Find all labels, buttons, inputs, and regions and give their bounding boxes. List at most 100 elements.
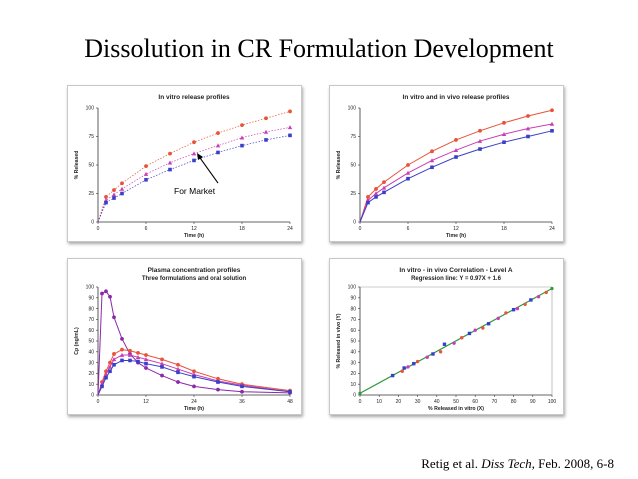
data-point — [120, 191, 124, 196]
data-point — [477, 138, 483, 143]
data-point — [481, 326, 485, 330]
data-point — [264, 116, 268, 121]
data-point — [382, 180, 386, 184]
y-tick-label: 0 — [353, 393, 356, 399]
data-point — [216, 387, 220, 392]
y-tick-label: 70 — [350, 317, 356, 323]
y-tick-label: 60 — [88, 328, 94, 334]
data-point — [144, 353, 148, 357]
data-point — [430, 149, 434, 154]
x-tick-label: 50 — [453, 399, 459, 405]
data-point — [400, 369, 404, 373]
data-point — [431, 352, 435, 356]
y-tick-label: 30 — [88, 360, 94, 366]
data-point — [405, 170, 411, 175]
data-point — [240, 384, 244, 389]
chart-title: In vitro and in vivo release profiles — [403, 94, 510, 101]
y-tick-label: 100 — [86, 285, 95, 291]
data-point — [381, 185, 387, 190]
data-point — [104, 289, 108, 294]
data-point — [429, 158, 435, 163]
citation-journal: Diss Tech, — [481, 456, 535, 471]
data-point — [144, 366, 148, 370]
y-tick-label: 80 — [350, 306, 356, 312]
data-point — [406, 176, 410, 181]
data-point — [502, 120, 506, 125]
x-axis-label: Time (h) — [184, 406, 204, 412]
chart-ivivc-correlation: In vitro - in vivo Correlation - Level A… — [329, 258, 564, 415]
y-tick-label: 40 — [350, 350, 356, 356]
data-point — [288, 109, 292, 114]
data-point — [104, 375, 108, 380]
data-point — [160, 373, 164, 378]
x-tick-label: 40 — [434, 399, 440, 405]
data-point — [100, 291, 104, 296]
data-point — [192, 369, 196, 374]
y-axis-label: % Released in vivo (Y) — [336, 313, 342, 368]
y-tick-label: 50 — [88, 339, 94, 345]
data-point — [192, 374, 196, 379]
slide-title: Dissolution in CR Formulation Developmen… — [84, 34, 554, 63]
annotation-for-market: For Market — [174, 186, 216, 196]
regression-endpoint — [550, 286, 554, 291]
data-point — [119, 352, 125, 357]
y-tick-label: 0 — [91, 220, 94, 226]
data-point — [374, 187, 378, 191]
y-tick-label: 20 — [88, 371, 94, 377]
y-tick-label: 10 — [88, 382, 94, 388]
x-tick-label: 24 — [191, 399, 197, 405]
y-axis-label: % Released — [336, 151, 342, 180]
data-point — [120, 347, 124, 352]
data-point — [108, 360, 112, 365]
chart-svg-in-vitro-in-vivo-release: In vitro and in vivo release profiles 0 6 1… — [336, 94, 555, 239]
data-point — [191, 151, 197, 156]
x-tick-label: 48 — [287, 399, 293, 405]
data-point — [536, 295, 541, 299]
x-axis-label: Time (h) — [446, 233, 466, 239]
chart-svg-plasma-concentration: Plasma concentration profiles Three formu… — [74, 267, 293, 412]
x-tick-label: 20 — [396, 399, 402, 405]
y-tick-label: 60 — [350, 328, 356, 334]
data-point — [374, 195, 378, 199]
data-point — [128, 358, 132, 363]
x-tick-label: 0 — [97, 399, 100, 405]
y-axis-label: % Released — [74, 151, 80, 180]
y-tick-label: 80 — [88, 306, 94, 312]
data-point — [240, 389, 244, 394]
data-point — [135, 355, 141, 359]
chart-svg-in-vitro-release: In vitro release profiles 0 6 12 18 24 0 25 50 75… — [74, 94, 293, 239]
regression-line — [359, 287, 553, 394]
data-point — [442, 342, 447, 346]
data-point — [478, 147, 482, 151]
data-point — [473, 328, 477, 332]
data-point — [160, 365, 164, 369]
data-point — [111, 192, 117, 197]
data-point — [544, 290, 548, 295]
x-tick-label: 12 — [453, 226, 459, 232]
data-point — [216, 131, 220, 135]
data-point — [501, 132, 507, 137]
data-point — [216, 380, 220, 384]
data-point — [478, 128, 482, 133]
data-point — [526, 114, 530, 118]
data-point — [175, 366, 181, 371]
x-tick-label: 70 — [492, 399, 498, 405]
x-tick-label: 0 — [359, 399, 362, 405]
data-point — [452, 341, 456, 345]
data-point — [143, 171, 149, 176]
x-tick-label: 6 — [145, 226, 148, 232]
data-point — [192, 384, 196, 389]
data-point — [127, 352, 133, 357]
y-tick-label: 75 — [88, 134, 94, 140]
data-point — [366, 200, 370, 205]
y-tick-label: 0 — [91, 393, 94, 399]
data-point — [287, 125, 293, 130]
data-point — [373, 191, 379, 196]
data-point — [136, 350, 140, 355]
y-tick-label: 90 — [350, 296, 356, 302]
data-point — [263, 129, 269, 134]
y-tick-label: 0 — [353, 220, 356, 226]
data-point — [176, 380, 180, 384]
data-point — [390, 373, 395, 378]
y-tick-label: 100 — [348, 285, 357, 291]
